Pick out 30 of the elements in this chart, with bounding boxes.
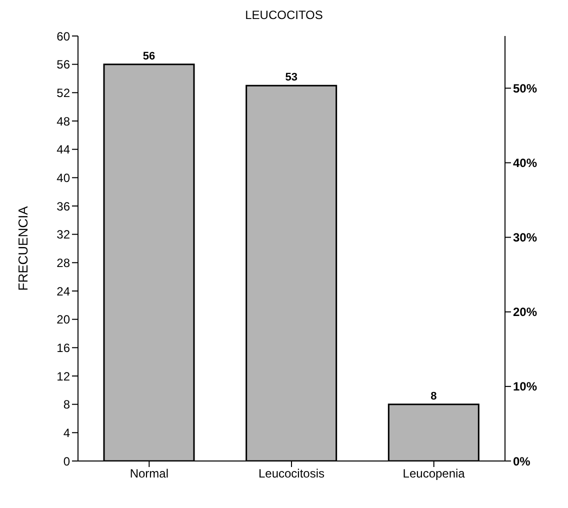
y2-tick-label: 0%	[513, 454, 531, 468]
y-tick-label: 44	[56, 142, 70, 157]
y-tick-label: 48	[56, 114, 70, 128]
y-tick-label: 12	[56, 369, 70, 384]
y-tick-label: 52	[56, 86, 70, 100]
y2-tick-label: 10%	[513, 380, 538, 394]
x-tick-label: Leucopenia	[402, 466, 466, 481]
data-label: 53	[285, 72, 298, 84]
data-label: 56	[142, 50, 156, 62]
y2-tick-label: 50%	[513, 81, 538, 96]
x-tick-label: Normal	[130, 466, 169, 481]
y-tick-label: 36	[56, 199, 70, 214]
data-label: 8	[430, 390, 437, 402]
x-tick-label: Leucocitosis	[258, 466, 325, 481]
y-tick-label: 28	[56, 256, 70, 270]
y-tick-label: 40	[56, 170, 70, 185]
y-tick-label: 4	[63, 426, 70, 440]
y2-tick-label: 20%	[513, 305, 538, 320]
chart-title: LEUCOCITOS	[244, 8, 324, 22]
y-tick-label: 16	[56, 340, 70, 355]
y-axis-title: FRECUENCIA	[16, 206, 31, 291]
y-tick-label: 60	[56, 29, 70, 44]
y-tick-label: 56	[56, 58, 70, 72]
y-tick-label: 20	[56, 312, 70, 327]
y-tick-label: 24	[56, 284, 70, 298]
y-tick-label: 8	[63, 398, 70, 412]
y2-tick-label: 30%	[513, 230, 538, 245]
y2-tick-label: 40%	[513, 156, 538, 170]
y-tick-label: 32	[56, 228, 70, 242]
y-tick-label: 0	[63, 454, 70, 468]
